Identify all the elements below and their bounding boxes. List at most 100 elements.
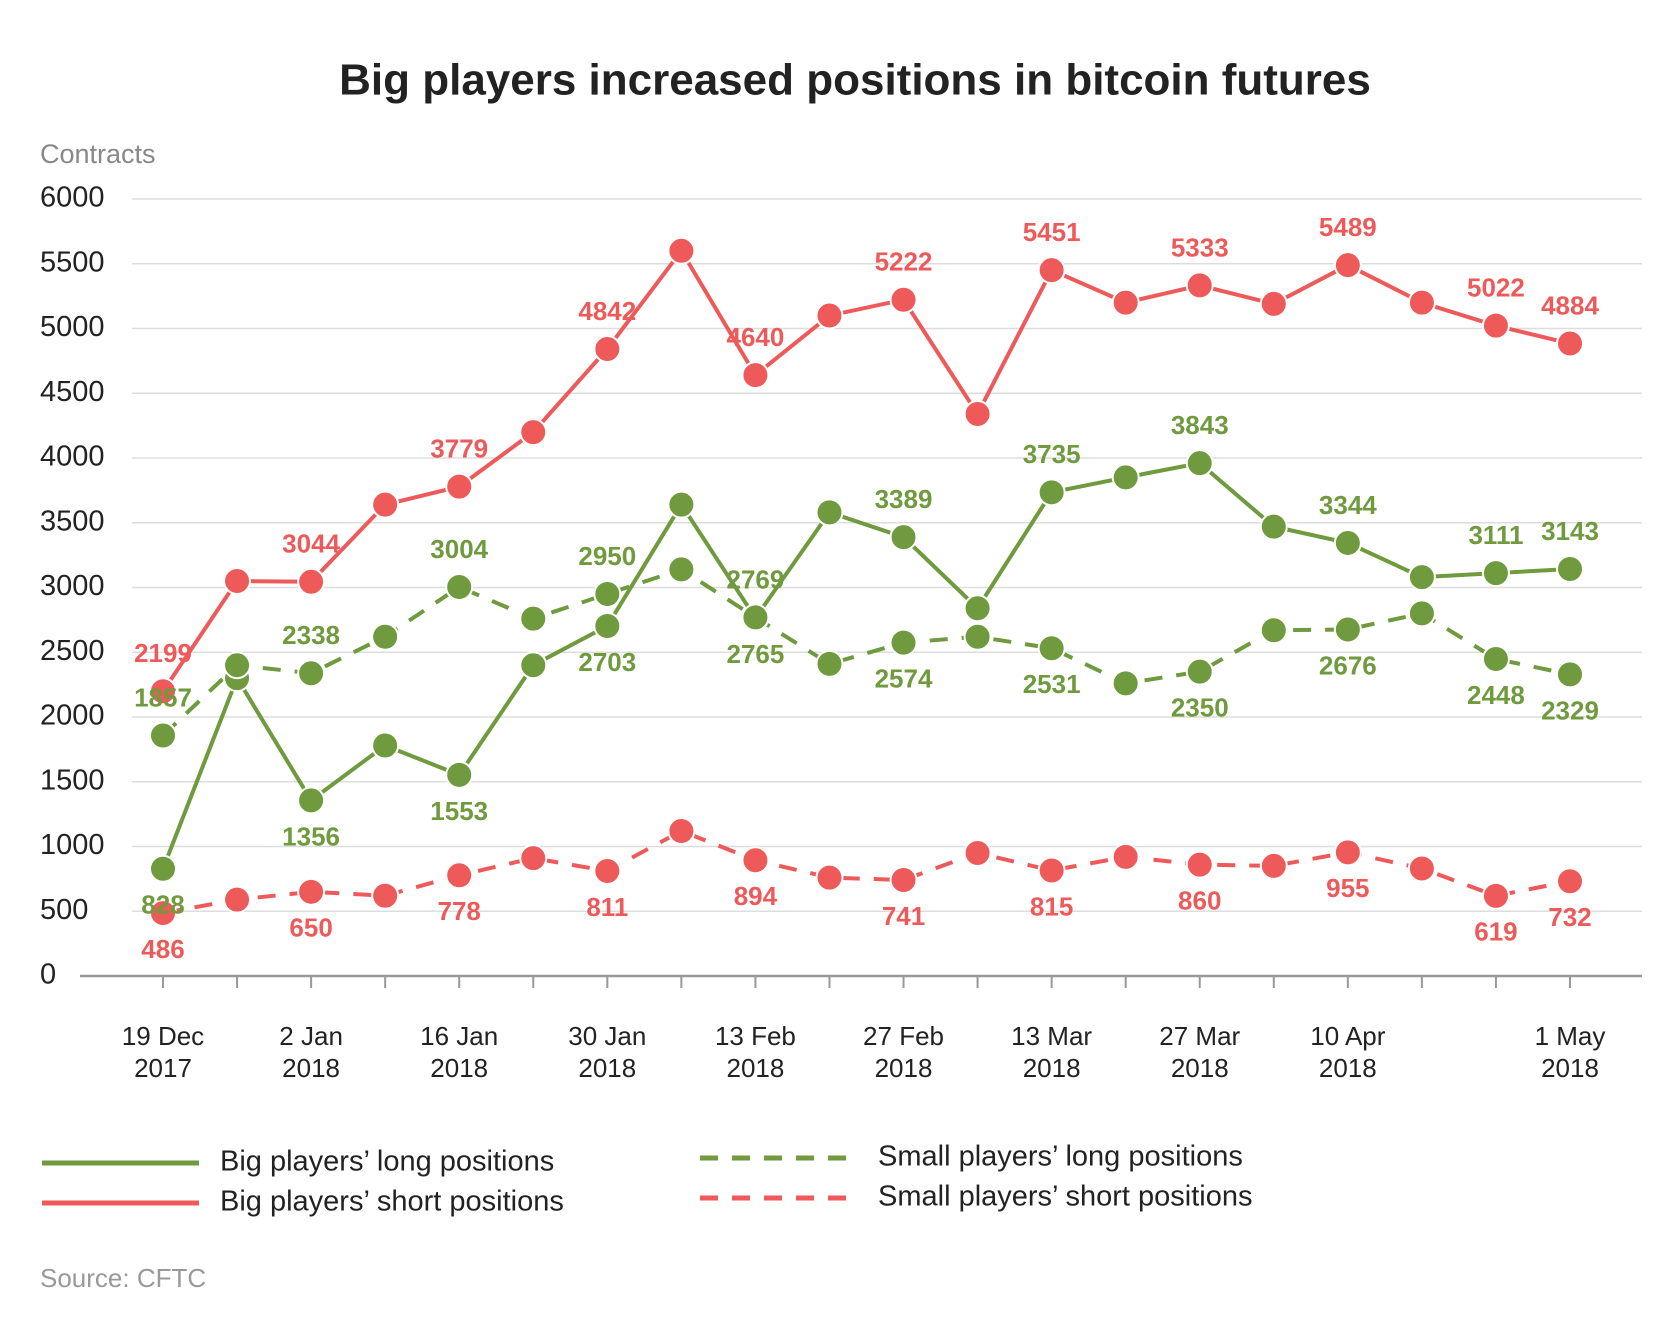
data-point xyxy=(667,490,696,519)
data-point xyxy=(519,604,548,633)
x-tick-label-line: 2018 xyxy=(430,1053,488,1083)
x-tick-label-line: 2018 xyxy=(1171,1053,1229,1083)
data-point xyxy=(1185,449,1214,478)
data-label: 3843 xyxy=(1171,410,1229,440)
data-point xyxy=(815,498,844,527)
data-point xyxy=(815,649,844,678)
x-tick-label-line: 10 Apr xyxy=(1310,1021,1386,1051)
data-point xyxy=(445,861,474,890)
data-label: 4884 xyxy=(1541,290,1599,320)
y-tick-label: 5500 xyxy=(40,246,105,278)
y-tick-label: 4500 xyxy=(40,376,105,408)
y-tick-label: 1500 xyxy=(40,764,105,796)
data-label: 3004 xyxy=(430,534,488,564)
data-point xyxy=(149,854,177,883)
data-label: 2448 xyxy=(1467,680,1525,710)
data-point xyxy=(1111,669,1140,698)
x-tick-label-line: 2 Jan xyxy=(279,1021,343,1051)
data-point xyxy=(889,285,918,314)
data-point xyxy=(1111,463,1140,492)
data-point xyxy=(889,628,918,657)
data-label: 815 xyxy=(1030,891,1073,921)
data-label: 619 xyxy=(1474,917,1517,947)
data-point xyxy=(741,603,770,632)
data-point xyxy=(1481,644,1510,673)
data-point xyxy=(815,301,844,330)
x-tick-label-line: 13 Mar xyxy=(1011,1021,1092,1051)
data-point xyxy=(223,567,252,596)
data-point xyxy=(1259,512,1288,541)
data-label: 2350 xyxy=(1171,693,1229,723)
data-point xyxy=(1481,881,1510,910)
data-point xyxy=(149,721,177,750)
data-point xyxy=(593,334,622,363)
data-point xyxy=(963,594,992,623)
data-label: 860 xyxy=(1178,886,1221,916)
data-label: 2676 xyxy=(1319,650,1377,680)
data-label: 2199 xyxy=(134,638,192,668)
y-tick-label: 3500 xyxy=(40,505,105,537)
data-label: 3735 xyxy=(1023,439,1081,469)
data-label: 486 xyxy=(141,934,184,964)
x-tick-label: 19 Dec 2017 xyxy=(122,1021,204,1083)
data-point xyxy=(1037,256,1066,285)
data-point xyxy=(1556,867,1584,896)
data-label: 1857 xyxy=(134,682,192,712)
data-label: 811 xyxy=(586,892,628,922)
data-point xyxy=(1259,616,1288,645)
data-label: 2765 xyxy=(726,639,784,669)
x-tick-label: 13 Mar 2018 xyxy=(1011,1021,1092,1083)
legend-label: Big players’ long positions xyxy=(220,1146,554,1178)
data-point xyxy=(297,877,326,906)
data-label: 3344 xyxy=(1319,490,1377,520)
x-tick-label-line: 27 Mar xyxy=(1159,1021,1240,1051)
data-label: 2329 xyxy=(1541,695,1599,725)
data-label: 2574 xyxy=(875,664,933,694)
data-label: 650 xyxy=(289,913,332,943)
y-tick-label: 3000 xyxy=(40,570,105,602)
data-label: 2703 xyxy=(578,647,636,677)
data-label: 5451 xyxy=(1023,217,1081,247)
data-point xyxy=(1037,634,1066,663)
data-point xyxy=(297,659,326,688)
x-tick-label-line: 30 Jan xyxy=(568,1021,646,1051)
data-label: 3044 xyxy=(282,529,340,559)
data-point xyxy=(519,418,548,447)
x-tick-label-line: 27 Feb xyxy=(863,1021,944,1051)
data-point xyxy=(1037,478,1066,507)
data-point xyxy=(1407,599,1436,628)
data-point xyxy=(371,622,400,651)
data-label: 894 xyxy=(734,881,778,911)
data-point xyxy=(371,490,400,519)
legend-label: Small players’ long positions xyxy=(878,1141,1243,1173)
data-point xyxy=(445,760,474,789)
x-tick-label: 13 Feb 2018 xyxy=(715,1021,796,1083)
data-label: 3779 xyxy=(430,433,488,463)
data-point xyxy=(593,611,622,640)
y-axis-label: Contracts xyxy=(40,139,156,169)
data-point xyxy=(963,838,992,867)
x-tick-label: 27 Feb 2018 xyxy=(863,1021,944,1083)
data-point xyxy=(1556,554,1584,583)
y-tick-label: 0 xyxy=(40,959,56,991)
source: Source: CFTC xyxy=(40,1263,206,1293)
data-point xyxy=(149,677,177,706)
data-label: 2769 xyxy=(726,564,784,594)
data-point xyxy=(963,622,992,651)
chart-title: Big players increased positions in bitco… xyxy=(339,56,1371,105)
data-point xyxy=(1333,838,1362,867)
x-tick-label-line: 2018 xyxy=(1319,1053,1377,1083)
x-tick-label-line: 19 Dec xyxy=(122,1021,204,1051)
data-label: 732 xyxy=(1548,902,1591,932)
data-point xyxy=(593,579,622,608)
x-tick-label: 10 Apr 2018 xyxy=(1310,1021,1386,1083)
y-tick-label: 2500 xyxy=(40,635,105,667)
data-label: 2950 xyxy=(578,541,636,571)
data-label: 2531 xyxy=(1023,669,1081,699)
data-point xyxy=(1407,854,1436,883)
x-tick-label-line: 16 Jan xyxy=(420,1021,498,1051)
data-point xyxy=(519,651,548,680)
data-point xyxy=(1333,251,1362,280)
data-point xyxy=(1037,856,1066,885)
